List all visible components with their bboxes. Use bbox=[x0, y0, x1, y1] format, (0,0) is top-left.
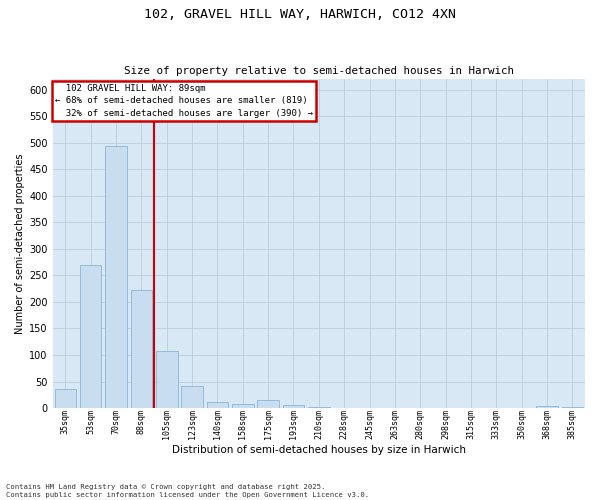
Bar bbox=[562, 407, 583, 408]
Bar bbox=[536, 406, 558, 408]
Title: Size of property relative to semi-detached houses in Harwich: Size of property relative to semi-detach… bbox=[124, 66, 514, 76]
Y-axis label: Number of semi-detached properties: Number of semi-detached properties bbox=[15, 154, 25, 334]
Bar bbox=[181, 386, 203, 408]
Bar bbox=[308, 407, 329, 408]
Bar bbox=[257, 400, 279, 408]
Text: 102 GRAVEL HILL WAY: 89sqm
← 68% of semi-detached houses are smaller (819)
  32%: 102 GRAVEL HILL WAY: 89sqm ← 68% of semi… bbox=[55, 84, 313, 118]
Bar bbox=[80, 265, 101, 408]
Text: 102, GRAVEL HILL WAY, HARWICH, CO12 4XN: 102, GRAVEL HILL WAY, HARWICH, CO12 4XN bbox=[144, 8, 456, 20]
Bar bbox=[232, 404, 254, 408]
Bar bbox=[156, 350, 178, 408]
Bar bbox=[55, 390, 76, 408]
Text: Contains HM Land Registry data © Crown copyright and database right 2025.
Contai: Contains HM Land Registry data © Crown c… bbox=[6, 484, 369, 498]
Bar bbox=[131, 290, 152, 408]
Bar bbox=[206, 402, 228, 408]
X-axis label: Distribution of semi-detached houses by size in Harwich: Distribution of semi-detached houses by … bbox=[172, 445, 466, 455]
Bar bbox=[105, 146, 127, 408]
Bar bbox=[283, 406, 304, 408]
